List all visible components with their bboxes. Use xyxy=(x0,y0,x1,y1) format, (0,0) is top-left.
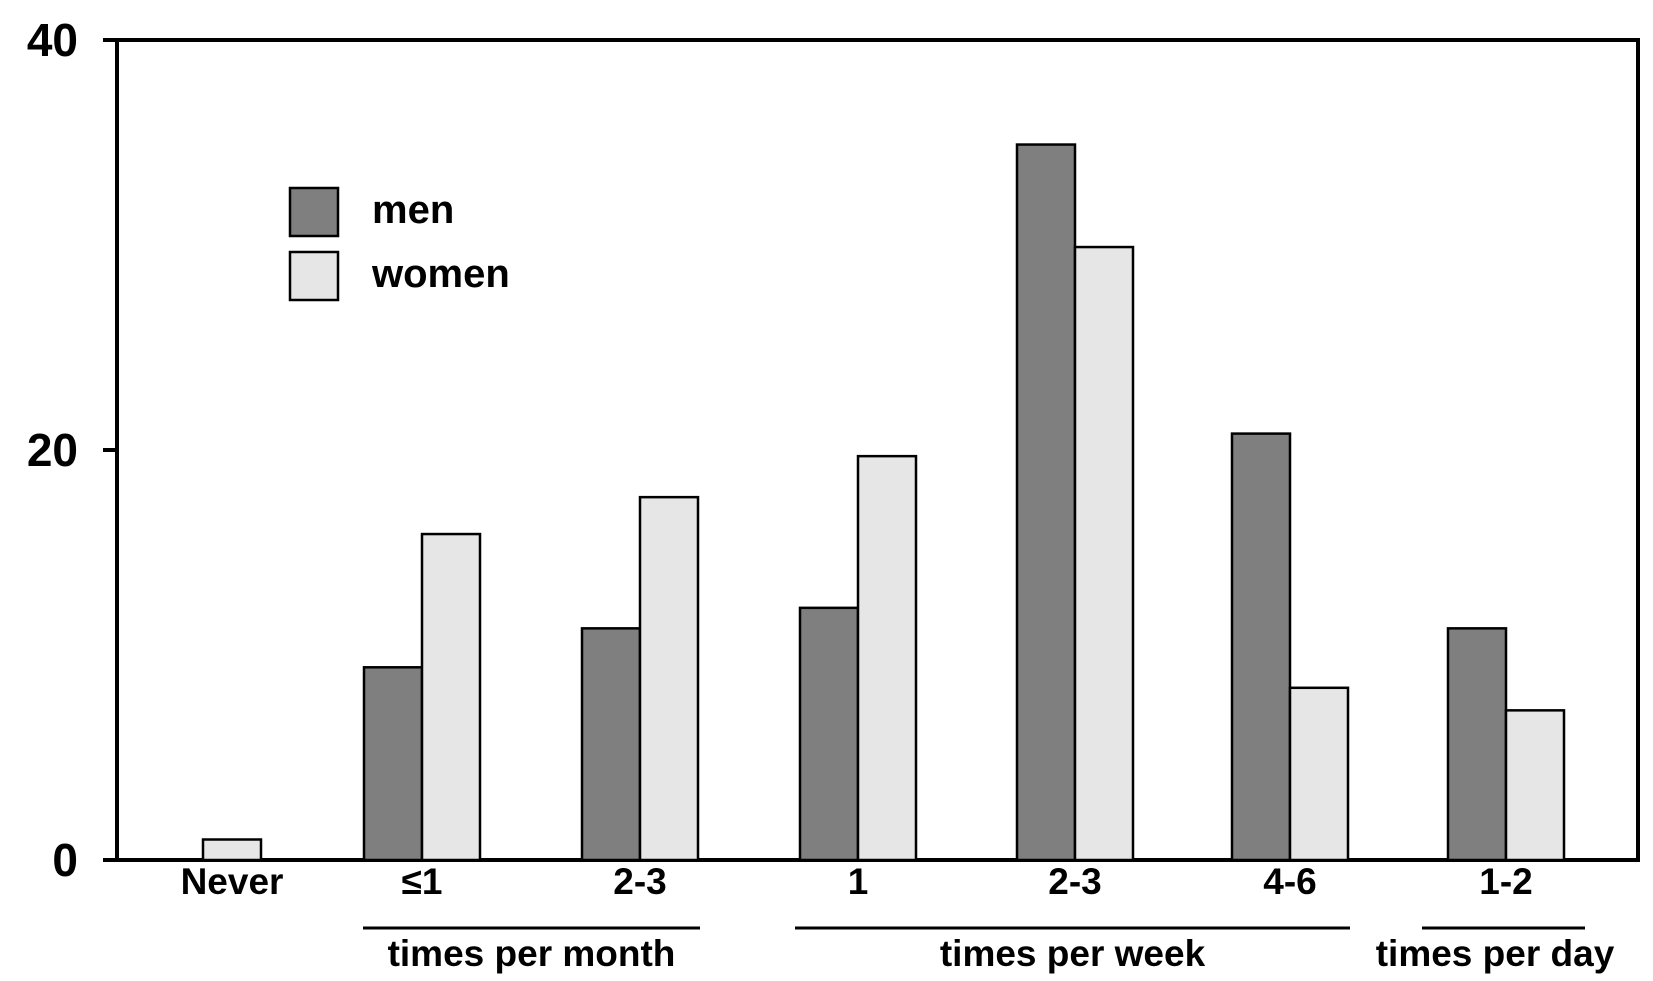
x-tick-label: ≤1 xyxy=(402,861,443,902)
x-axis: Never ≤1 2-3 1 2-3 4-6 1-2 xyxy=(181,861,1533,902)
bar-men xyxy=(362,666,424,862)
bar-women xyxy=(201,838,263,862)
bar-men xyxy=(1015,143,1077,862)
legend-label-women: women xyxy=(371,252,510,296)
bar-women xyxy=(1504,709,1566,862)
x-tick-label: 2-3 xyxy=(1048,861,1101,902)
x-tick-label: 2-3 xyxy=(613,861,666,902)
bar-men xyxy=(798,606,860,862)
bar-women xyxy=(1288,686,1350,862)
bar-women xyxy=(420,532,482,862)
bar-women xyxy=(856,454,918,862)
bar-women xyxy=(1073,245,1135,862)
bar-men xyxy=(1446,627,1508,862)
y-axis: 0 20 40 xyxy=(27,14,117,886)
x-group-label: times per day xyxy=(1376,933,1615,974)
legend-swatch-men xyxy=(288,186,340,238)
x-axis-groups: times per month times per week times per d… xyxy=(363,926,1615,974)
legend-label-men: men xyxy=(372,188,454,232)
legend: men women xyxy=(288,186,510,302)
bar-men xyxy=(1230,432,1292,862)
x-tick-label: Never xyxy=(181,861,284,902)
y-tick-label: 20 xyxy=(27,424,78,476)
x-tick-label: 1 xyxy=(848,861,869,902)
y-tick-label: 0 xyxy=(52,834,78,886)
x-group-label: times per month xyxy=(388,933,676,974)
bar-men xyxy=(580,627,642,862)
bar-women xyxy=(638,495,700,862)
legend-swatch-women xyxy=(288,250,340,302)
x-tick-label: 4-6 xyxy=(1263,861,1316,902)
x-group-label: times per week xyxy=(940,933,1206,974)
y-tick-label: 40 xyxy=(27,14,78,66)
bars xyxy=(201,143,1566,862)
x-tick-label: 1-2 xyxy=(1479,861,1532,902)
